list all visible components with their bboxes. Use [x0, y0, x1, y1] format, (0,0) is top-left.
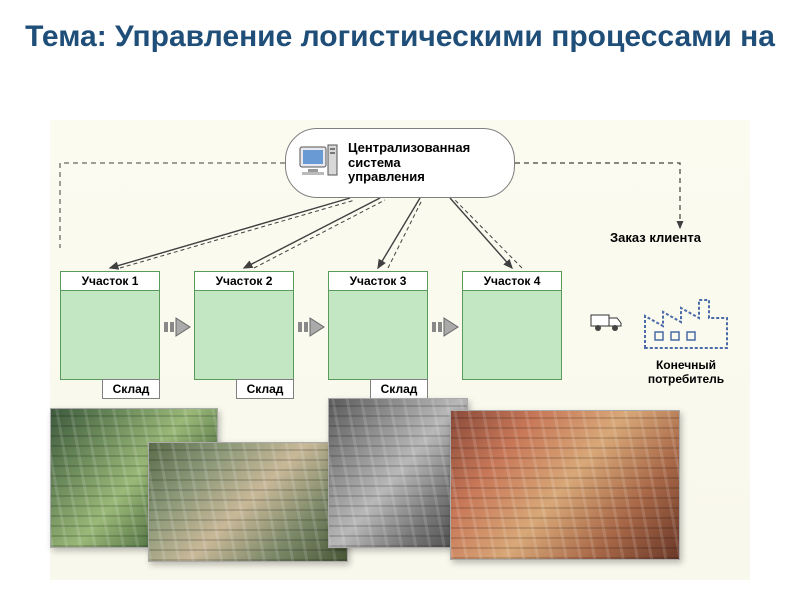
consumer-line1: Конечный [632, 359, 740, 373]
consumer-label: Конечный потребитель [632, 359, 740, 387]
section-label: Участок 3 [328, 271, 428, 291]
diagram-area: Централизованная система управления Зака… [50, 120, 750, 580]
warehouse-photo-4 [450, 410, 680, 560]
warehouse-photo-3 [328, 398, 468, 548]
central-line2: система [348, 156, 470, 171]
computer-icon [296, 141, 340, 185]
central-line3: управления [348, 170, 470, 185]
factory-icon [641, 292, 731, 350]
consumer-box: Конечный потребитель [632, 292, 740, 387]
flow-arrow [164, 315, 192, 339]
section-label: Участок 2 [194, 271, 294, 291]
section-box-2: Участок 2Склад [194, 290, 294, 380]
flow-arrow [298, 315, 326, 339]
truck-icon [590, 312, 624, 332]
order-label: Заказ клиента [610, 230, 701, 245]
storage-label: Склад [370, 379, 428, 399]
section-box-1: Участок 1Склад [60, 290, 160, 380]
consumer-line2: потребитель [632, 373, 740, 387]
page-title: Тема: Управление логистическими процесса… [0, 0, 800, 64]
storage-label: Склад [236, 379, 294, 399]
central-system-label: Централизованная система управления [348, 141, 470, 186]
section-label: Участок 4 [462, 271, 562, 291]
section-label: Участок 1 [60, 271, 160, 291]
central-system-box: Централизованная система управления [285, 128, 515, 198]
flow-arrow [432, 315, 460, 339]
storage-label: Склад [102, 379, 160, 399]
section-box-4: Участок 4 [462, 290, 562, 380]
central-line1: Централизованная [348, 141, 470, 156]
section-box-3: Участок 3Склад [328, 290, 428, 380]
warehouse-photo-2 [148, 442, 348, 562]
